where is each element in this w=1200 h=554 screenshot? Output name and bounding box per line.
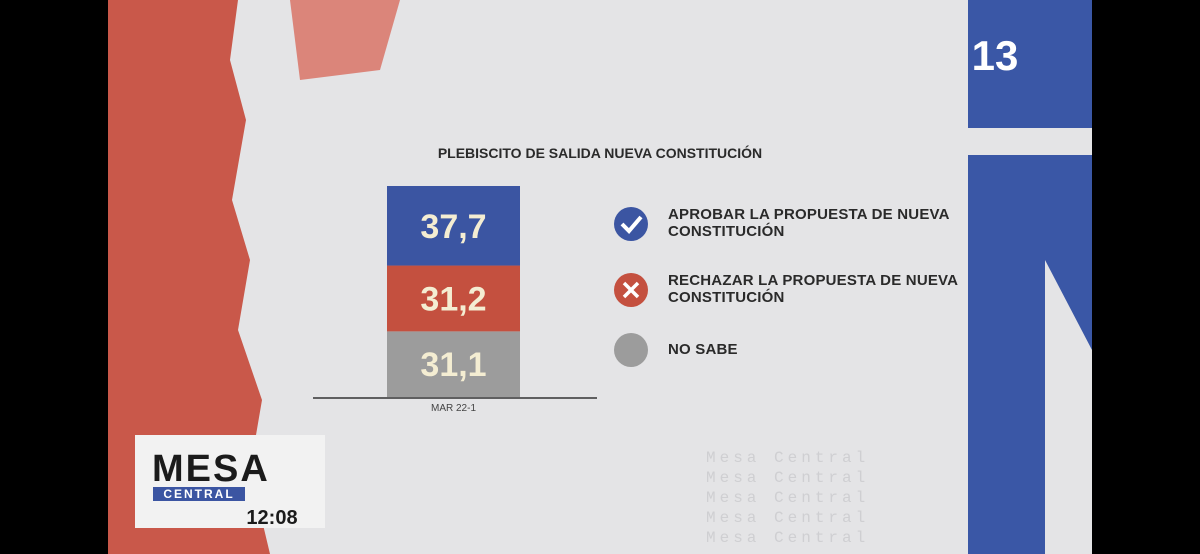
cross-mark xyxy=(622,281,640,299)
show-subtitle: CENTRAL xyxy=(163,487,234,501)
watermark-group: Mesa Central Mesa Central Mesa Central Mesa… xyxy=(706,449,869,547)
watermark: Mesa Central xyxy=(706,529,869,547)
subtitle-bg xyxy=(153,487,245,501)
bar-segment xyxy=(387,265,520,332)
red-scrap xyxy=(290,0,400,80)
watermark: Mesa Central xyxy=(706,489,869,507)
value-label: 37,7 xyxy=(420,208,486,246)
value-label: 31,2 xyxy=(420,280,486,318)
show-title: MESA xyxy=(152,448,270,490)
bar-segment xyxy=(387,186,520,266)
panel-letter xyxy=(1045,260,1092,554)
legend-entry: APROBAR LA PROPUESTA DE NUEVA CONSTITUCI… xyxy=(668,206,950,240)
panel-gap xyxy=(968,128,1092,155)
legend-icons xyxy=(614,207,648,367)
check-mark xyxy=(620,215,643,234)
value-label: 31,1 xyxy=(420,346,486,384)
x-tick-label: MAR 22-1 xyxy=(431,403,476,414)
clock: 12:08 xyxy=(246,507,297,529)
watermark: Mesa Central xyxy=(706,449,869,467)
legend-entry: NO SABE xyxy=(668,341,738,358)
dot-icon xyxy=(614,333,648,367)
watermark: Mesa Central xyxy=(706,469,869,487)
badge-bg xyxy=(135,435,325,528)
bar-segment xyxy=(387,331,520,397)
watermark: Mesa Central xyxy=(706,509,869,527)
plot: 31,1 31,2 37,7 MAR 22-1 xyxy=(387,186,520,414)
check-icon xyxy=(614,207,648,241)
show-badge: MESA CENTRAL 12:08 xyxy=(135,435,325,529)
chart-title: PLEBISCITO DE SALIDA NUEVA CONSTITUCIÓN xyxy=(438,144,762,161)
red-strip xyxy=(108,0,270,554)
channel-logo: 13 xyxy=(972,32,1019,79)
legend-entry: RECHAZAR LA PROPUESTA DE NUEVA CONSTITUC… xyxy=(668,272,958,306)
